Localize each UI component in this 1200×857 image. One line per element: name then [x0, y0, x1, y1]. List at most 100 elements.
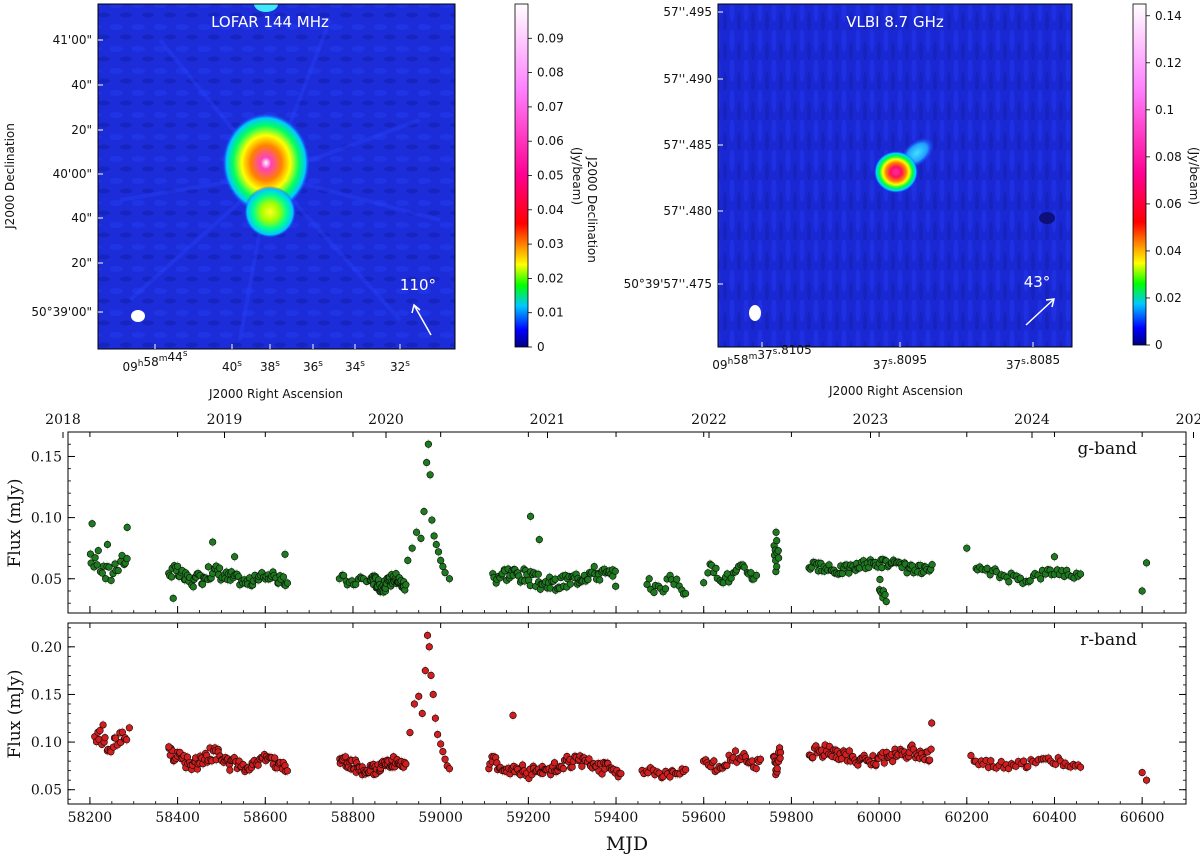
data-point [645, 575, 653, 583]
data-point [731, 747, 740, 755]
y-tick-label: 50°39'57''.475 [624, 277, 712, 291]
data-point [673, 575, 681, 583]
colorbar-tick-label: 0.02 [1155, 291, 1182, 305]
y-tick-label: 40'00" [53, 167, 92, 181]
data-point [776, 754, 784, 762]
data-point [410, 700, 418, 708]
x-tick-label: 37s.8095 [873, 353, 927, 372]
data-point [231, 553, 239, 561]
y-tick-label: 57''.490 [663, 72, 712, 86]
data-point [189, 583, 197, 591]
data-point [928, 719, 936, 727]
x-tick-label: 58600 [243, 810, 288, 826]
x-tick-label: 59600 [681, 810, 726, 826]
vlbi-dark-spot [1039, 212, 1055, 224]
colorbar-tick-label: 0.1 [1155, 103, 1174, 117]
arrow-shaft [413, 304, 432, 336]
year-axis: 2018 2019 2020 2021 2022 2023 2024 2025 [45, 412, 1200, 438]
colorbar-tick-label: 0.07 [537, 100, 564, 114]
x-tick-label: 59800 [769, 810, 814, 826]
y-tick-label: 41'00" [53, 33, 92, 47]
lofar-colorbar-overlap-ylabel: J2000 Declination [585, 156, 599, 263]
data-point [774, 547, 782, 555]
lofar-ylabel: J2000 Declination [3, 123, 17, 230]
data-point [441, 755, 449, 763]
data-point [281, 550, 289, 558]
data-point [881, 591, 889, 599]
data-point [1076, 570, 1085, 578]
x-tick-label: 34s [345, 359, 365, 374]
data-point [534, 570, 542, 578]
data-point [434, 548, 443, 556]
data-point [612, 582, 620, 590]
colorbar-tick-label: 0 [1155, 338, 1163, 352]
data-point [559, 765, 568, 773]
data-point [526, 512, 535, 520]
data-point [1026, 577, 1034, 585]
data-point [650, 588, 658, 597]
colorbar-tick-label: 0.09 [537, 31, 564, 45]
data-point [415, 692, 423, 700]
data-point [926, 756, 934, 764]
data-point [123, 523, 131, 531]
data-point [1050, 553, 1059, 561]
lofar-lobe-south [244, 186, 296, 238]
g-band-panel: 0.05 0.10 0.15 g-band Flux (mJy) [5, 431, 1187, 614]
x-tick-label: 36s [303, 359, 323, 374]
year-label: 2018 [45, 412, 81, 428]
data-point [408, 544, 416, 552]
data-point [105, 563, 113, 571]
data-point [174, 562, 182, 570]
vlbi-colorbar: 0 0.02 0.04 0.06 0.08 0.1 0.12 0.14 (Jy/beam) [1132, 3, 1200, 352]
colorbar-tick-label: 0.06 [1155, 197, 1182, 211]
data-point [254, 761, 262, 769]
data-point [927, 745, 935, 753]
vlbi-xlabel: J2000 Right Ascension [828, 384, 963, 398]
year-label: 2025 [1176, 412, 1200, 428]
data-point [441, 569, 449, 577]
y-tick-label: 0.10 [31, 735, 62, 751]
lofar-angle-arrow [411, 303, 432, 336]
colorbar-tick-label: 0.02 [537, 271, 564, 285]
arrow-shaft [1025, 298, 1055, 326]
data-point [425, 643, 433, 651]
x-tick-label: 60000 [857, 810, 902, 826]
x-tick-label: 59000 [418, 810, 463, 826]
x-tick-label: 09h58m44s [122, 349, 187, 374]
data-point [1005, 578, 1013, 586]
data-point [424, 440, 432, 448]
data-point [773, 537, 781, 545]
data-point [773, 765, 781, 773]
g-band-label: g-band [1078, 439, 1138, 459]
data-point [433, 730, 442, 739]
data-point [535, 536, 543, 544]
data-point [123, 555, 131, 563]
x-tick-label: 58400 [155, 810, 200, 826]
data-point [423, 631, 432, 639]
arrow-head [411, 303, 421, 314]
data-point [271, 754, 279, 762]
colorbar-tick-label: 0.08 [537, 66, 564, 80]
data-point [617, 769, 625, 778]
data-point [88, 520, 96, 528]
data-point [417, 534, 425, 542]
y-tick-label: 0.15 [31, 687, 62, 703]
r-band-label: r-band [1080, 630, 1137, 650]
lofar-colorbar-label: (Jy/beam) [570, 147, 584, 205]
r-band-ylabel: Flux (mJy) [5, 670, 25, 759]
year-label: 2023 [853, 412, 889, 428]
data-point [772, 528, 780, 536]
data-point [103, 540, 112, 549]
data-point [279, 573, 288, 581]
arrow-head [1045, 298, 1055, 308]
colorbar-tick-label: 0.08 [1155, 150, 1182, 164]
data-point [402, 760, 410, 768]
y-tick-label: 20" [71, 123, 92, 137]
y-tick-label: 0.05 [31, 572, 62, 588]
data-point [209, 538, 217, 546]
lofar-lobe-north [222, 113, 310, 213]
data-point [420, 507, 428, 516]
data-point [590, 562, 598, 571]
vlbi-core [874, 151, 918, 193]
